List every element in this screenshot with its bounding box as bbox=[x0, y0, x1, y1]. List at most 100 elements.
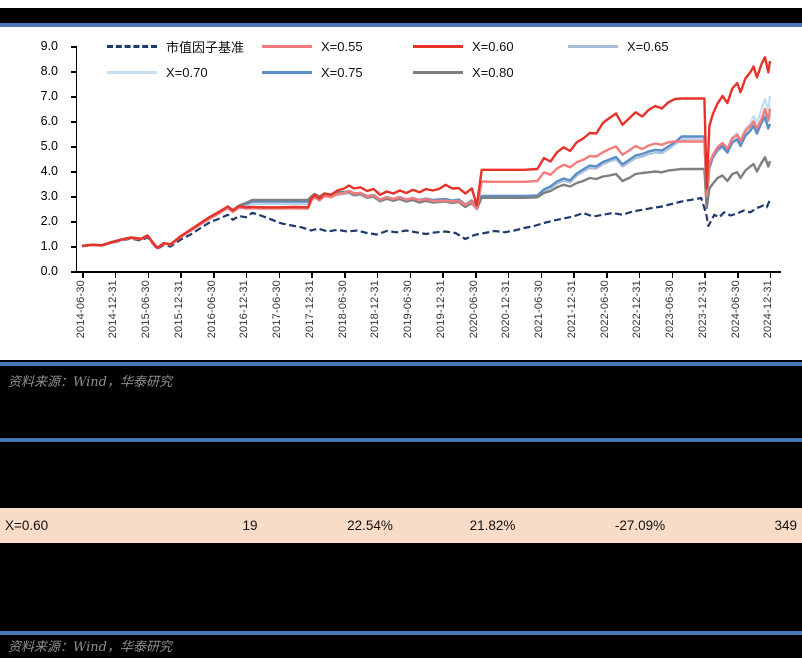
x-tick-label: 2015-06-30 bbox=[140, 280, 153, 339]
legend-item-x-0.65[interactable]: X=0.65 bbox=[568, 38, 669, 54]
x-tick-mark bbox=[409, 272, 412, 278]
series-line-x-0.65 bbox=[81, 110, 772, 250]
y-tick-label: 0.0 bbox=[40, 264, 58, 278]
series-line-benchmark bbox=[81, 196, 772, 251]
legend-item-x-0.80[interactable]: X=0.80 bbox=[413, 64, 514, 80]
x-tick-mark bbox=[278, 272, 281, 278]
x-tick-label: 2022-12-31 bbox=[631, 280, 644, 339]
x-tick-label: 2017-06-30 bbox=[271, 280, 284, 339]
legend-label: 市值因子基准 bbox=[166, 40, 245, 56]
legend-line-swatch bbox=[107, 70, 157, 74]
legend-label: X=0.65 bbox=[627, 38, 669, 54]
y-tick-label: 2.0 bbox=[40, 214, 58, 228]
x-tick-label: 2014-12-31 bbox=[107, 280, 120, 339]
legend-line-swatch bbox=[262, 70, 312, 74]
table-cell-5: 349 bbox=[774, 518, 797, 533]
x-tick-label: 2023-12-31 bbox=[696, 280, 709, 339]
x-tick-label: 2017-12-31 bbox=[303, 280, 316, 339]
x-tick-label: 2021-06-30 bbox=[533, 280, 546, 339]
x-tick-mark bbox=[376, 272, 379, 278]
table-bottom-border bbox=[0, 631, 802, 635]
x-tick-mark bbox=[311, 272, 313, 278]
y-tick-mark bbox=[70, 96, 76, 98]
x-tick-label: 2018-06-30 bbox=[336, 280, 349, 339]
axis-line bbox=[75, 46, 77, 273]
legend-label: X=0.70 bbox=[166, 64, 208, 80]
legend-label: X=0.55 bbox=[321, 38, 363, 54]
page-top-strip bbox=[0, 0, 802, 8]
x-tick-mark bbox=[82, 272, 84, 278]
x-tick-mark bbox=[344, 272, 346, 278]
chart-bottom-border bbox=[0, 362, 802, 366]
legend-item-x-0.75[interactable]: X=0.75 bbox=[262, 64, 363, 80]
x-tick-mark bbox=[606, 272, 608, 278]
y-tick-label: 8.0 bbox=[40, 64, 58, 78]
y-tick-mark bbox=[70, 146, 76, 148]
legend-line-swatch bbox=[413, 44, 463, 48]
x-tick-mark bbox=[213, 272, 215, 278]
legend-item-x-0.70[interactable]: X=0.70 bbox=[107, 64, 208, 80]
x-tick-label: 2016-12-31 bbox=[238, 280, 251, 339]
legend-label: X=0.60 bbox=[472, 38, 514, 54]
x-tick-mark bbox=[671, 272, 674, 278]
y-tick-label: 9.0 bbox=[40, 39, 58, 53]
x-tick-label: 2024-12-31 bbox=[762, 280, 775, 339]
legend-label: X=0.75 bbox=[321, 64, 363, 80]
series-line-x-0.75 bbox=[81, 116, 772, 250]
x-tick-label: 2022-06-30 bbox=[598, 280, 611, 339]
legend-label: X=0.80 bbox=[472, 64, 514, 80]
x-tick-mark bbox=[114, 272, 117, 278]
source-note-table: 资料来源：Wind，华泰研究 bbox=[8, 640, 172, 655]
x-tick-label: 2015-12-31 bbox=[172, 280, 185, 339]
y-tick-mark bbox=[70, 246, 76, 248]
y-tick-mark bbox=[70, 196, 76, 198]
y-tick-mark bbox=[70, 71, 76, 73]
x-tick-mark bbox=[442, 272, 444, 278]
x-tick-label: 2021-12-31 bbox=[565, 280, 578, 339]
table-highlight-row[interactable]: X=0.60 19 22.54% 21.82% -27.09% 349 bbox=[0, 508, 802, 543]
x-tick-label: 2020-06-30 bbox=[467, 280, 480, 339]
series-line-x-0.60 bbox=[81, 56, 772, 250]
legend-item-benchmark[interactable]: 市值因子基准 bbox=[107, 39, 245, 56]
series-line-x-0.55 bbox=[81, 107, 772, 250]
source-note-chart: 资料来源：Wind，华泰研究 bbox=[8, 375, 172, 390]
y-tick-label: 5.0 bbox=[40, 139, 58, 153]
y-tick-label: 3.0 bbox=[40, 189, 58, 203]
x-tick-label: 2019-12-31 bbox=[434, 280, 447, 339]
table-cell-1: 19 bbox=[242, 518, 258, 533]
x-tick-mark bbox=[147, 272, 150, 278]
y-tick-label: 6.0 bbox=[40, 114, 58, 128]
x-tick-mark bbox=[704, 272, 706, 278]
x-tick-label: 2019-06-30 bbox=[402, 280, 415, 339]
legend-item-x-0.55[interactable]: X=0.55 bbox=[262, 38, 363, 54]
table-top-border bbox=[0, 438, 802, 442]
figure-top-border bbox=[0, 23, 802, 27]
x-tick-label: 2018-12-31 bbox=[369, 280, 382, 339]
y-tick-label: 1.0 bbox=[40, 239, 58, 253]
table-cell-0: X=0.60 bbox=[5, 518, 49, 533]
x-tick-mark bbox=[507, 272, 510, 278]
table-cell-3: 21.82% bbox=[469, 518, 516, 533]
axis-line bbox=[75, 271, 781, 273]
performance-line-chart bbox=[81, 56, 772, 251]
legend-item-x-0.60[interactable]: X=0.60 bbox=[413, 38, 514, 54]
x-tick-mark bbox=[540, 272, 543, 278]
y-tick-mark bbox=[70, 221, 76, 223]
y-tick-mark bbox=[70, 271, 76, 273]
x-tick-mark bbox=[180, 272, 182, 278]
legend-line-swatch bbox=[262, 44, 312, 48]
x-tick-label: 2020-12-31 bbox=[500, 280, 513, 339]
table-cell-2: 22.54% bbox=[347, 518, 393, 533]
x-tick-label: 2024-06-30 bbox=[729, 280, 742, 339]
y-tick-label: 7.0 bbox=[40, 89, 58, 103]
legend-line-swatch bbox=[568, 44, 618, 48]
y-tick-mark bbox=[70, 46, 76, 48]
x-tick-label: 2016-06-30 bbox=[205, 280, 218, 339]
x-tick-label: 2014-06-30 bbox=[74, 280, 87, 339]
y-tick-mark bbox=[70, 121, 76, 123]
legend-line-swatch bbox=[413, 70, 463, 74]
x-tick-mark bbox=[638, 272, 641, 278]
legend-line-swatch bbox=[107, 44, 157, 48]
x-tick-mark bbox=[245, 272, 248, 278]
